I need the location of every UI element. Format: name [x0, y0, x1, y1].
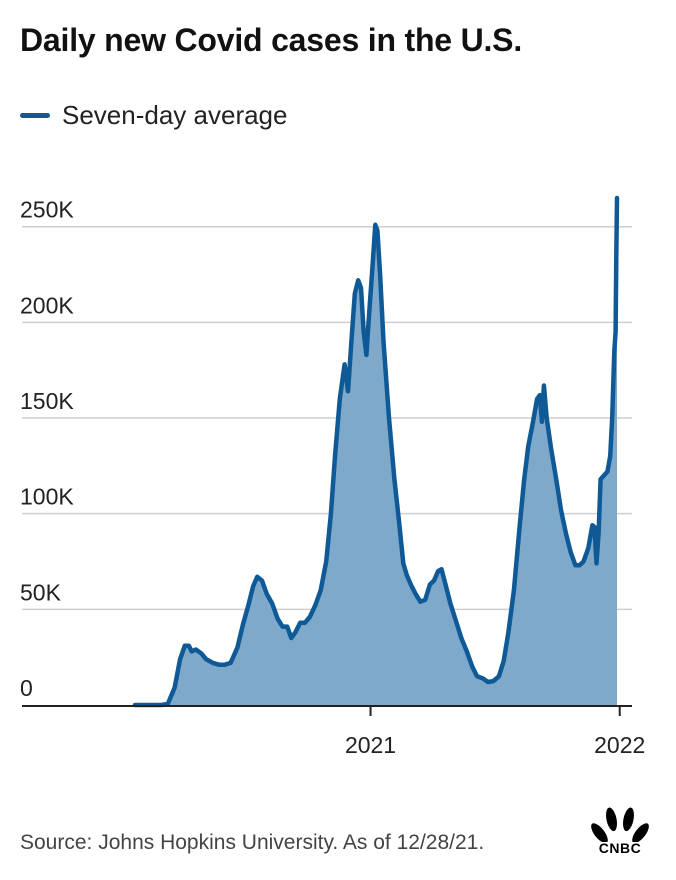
- y-tick-label: 50K: [20, 579, 62, 605]
- seven-day-average-area: [135, 198, 617, 705]
- seven-day-average-line: [132, 195, 620, 708]
- x-tick-label: 2022: [594, 732, 645, 758]
- y-tick-label: 0: [20, 675, 33, 701]
- y-tick-label: 250K: [20, 197, 74, 223]
- x-tick-label: 2021: [345, 732, 396, 758]
- axes: 2021 2022: [22, 705, 645, 758]
- y-tick-label: 150K: [20, 388, 74, 414]
- legend: Seven-day average: [20, 100, 287, 131]
- legend-line-swatch: [20, 113, 50, 118]
- covid-cases-chart: 0 50K 100K 150K 200K 250K 2021 2022: [20, 195, 645, 758]
- y-tick-label: 100K: [20, 484, 74, 510]
- y-tick-label: 200K: [20, 292, 74, 318]
- chart-title: Daily new Covid cases in the U.S.: [20, 22, 523, 58]
- legend-label: Seven-day average: [62, 100, 288, 130]
- cnbc-wordmark: CNBC: [598, 840, 642, 856]
- source-note: Source: Johns Hopkins University. As of …: [20, 831, 485, 854]
- cnbc-peacock-icon: [589, 805, 651, 842]
